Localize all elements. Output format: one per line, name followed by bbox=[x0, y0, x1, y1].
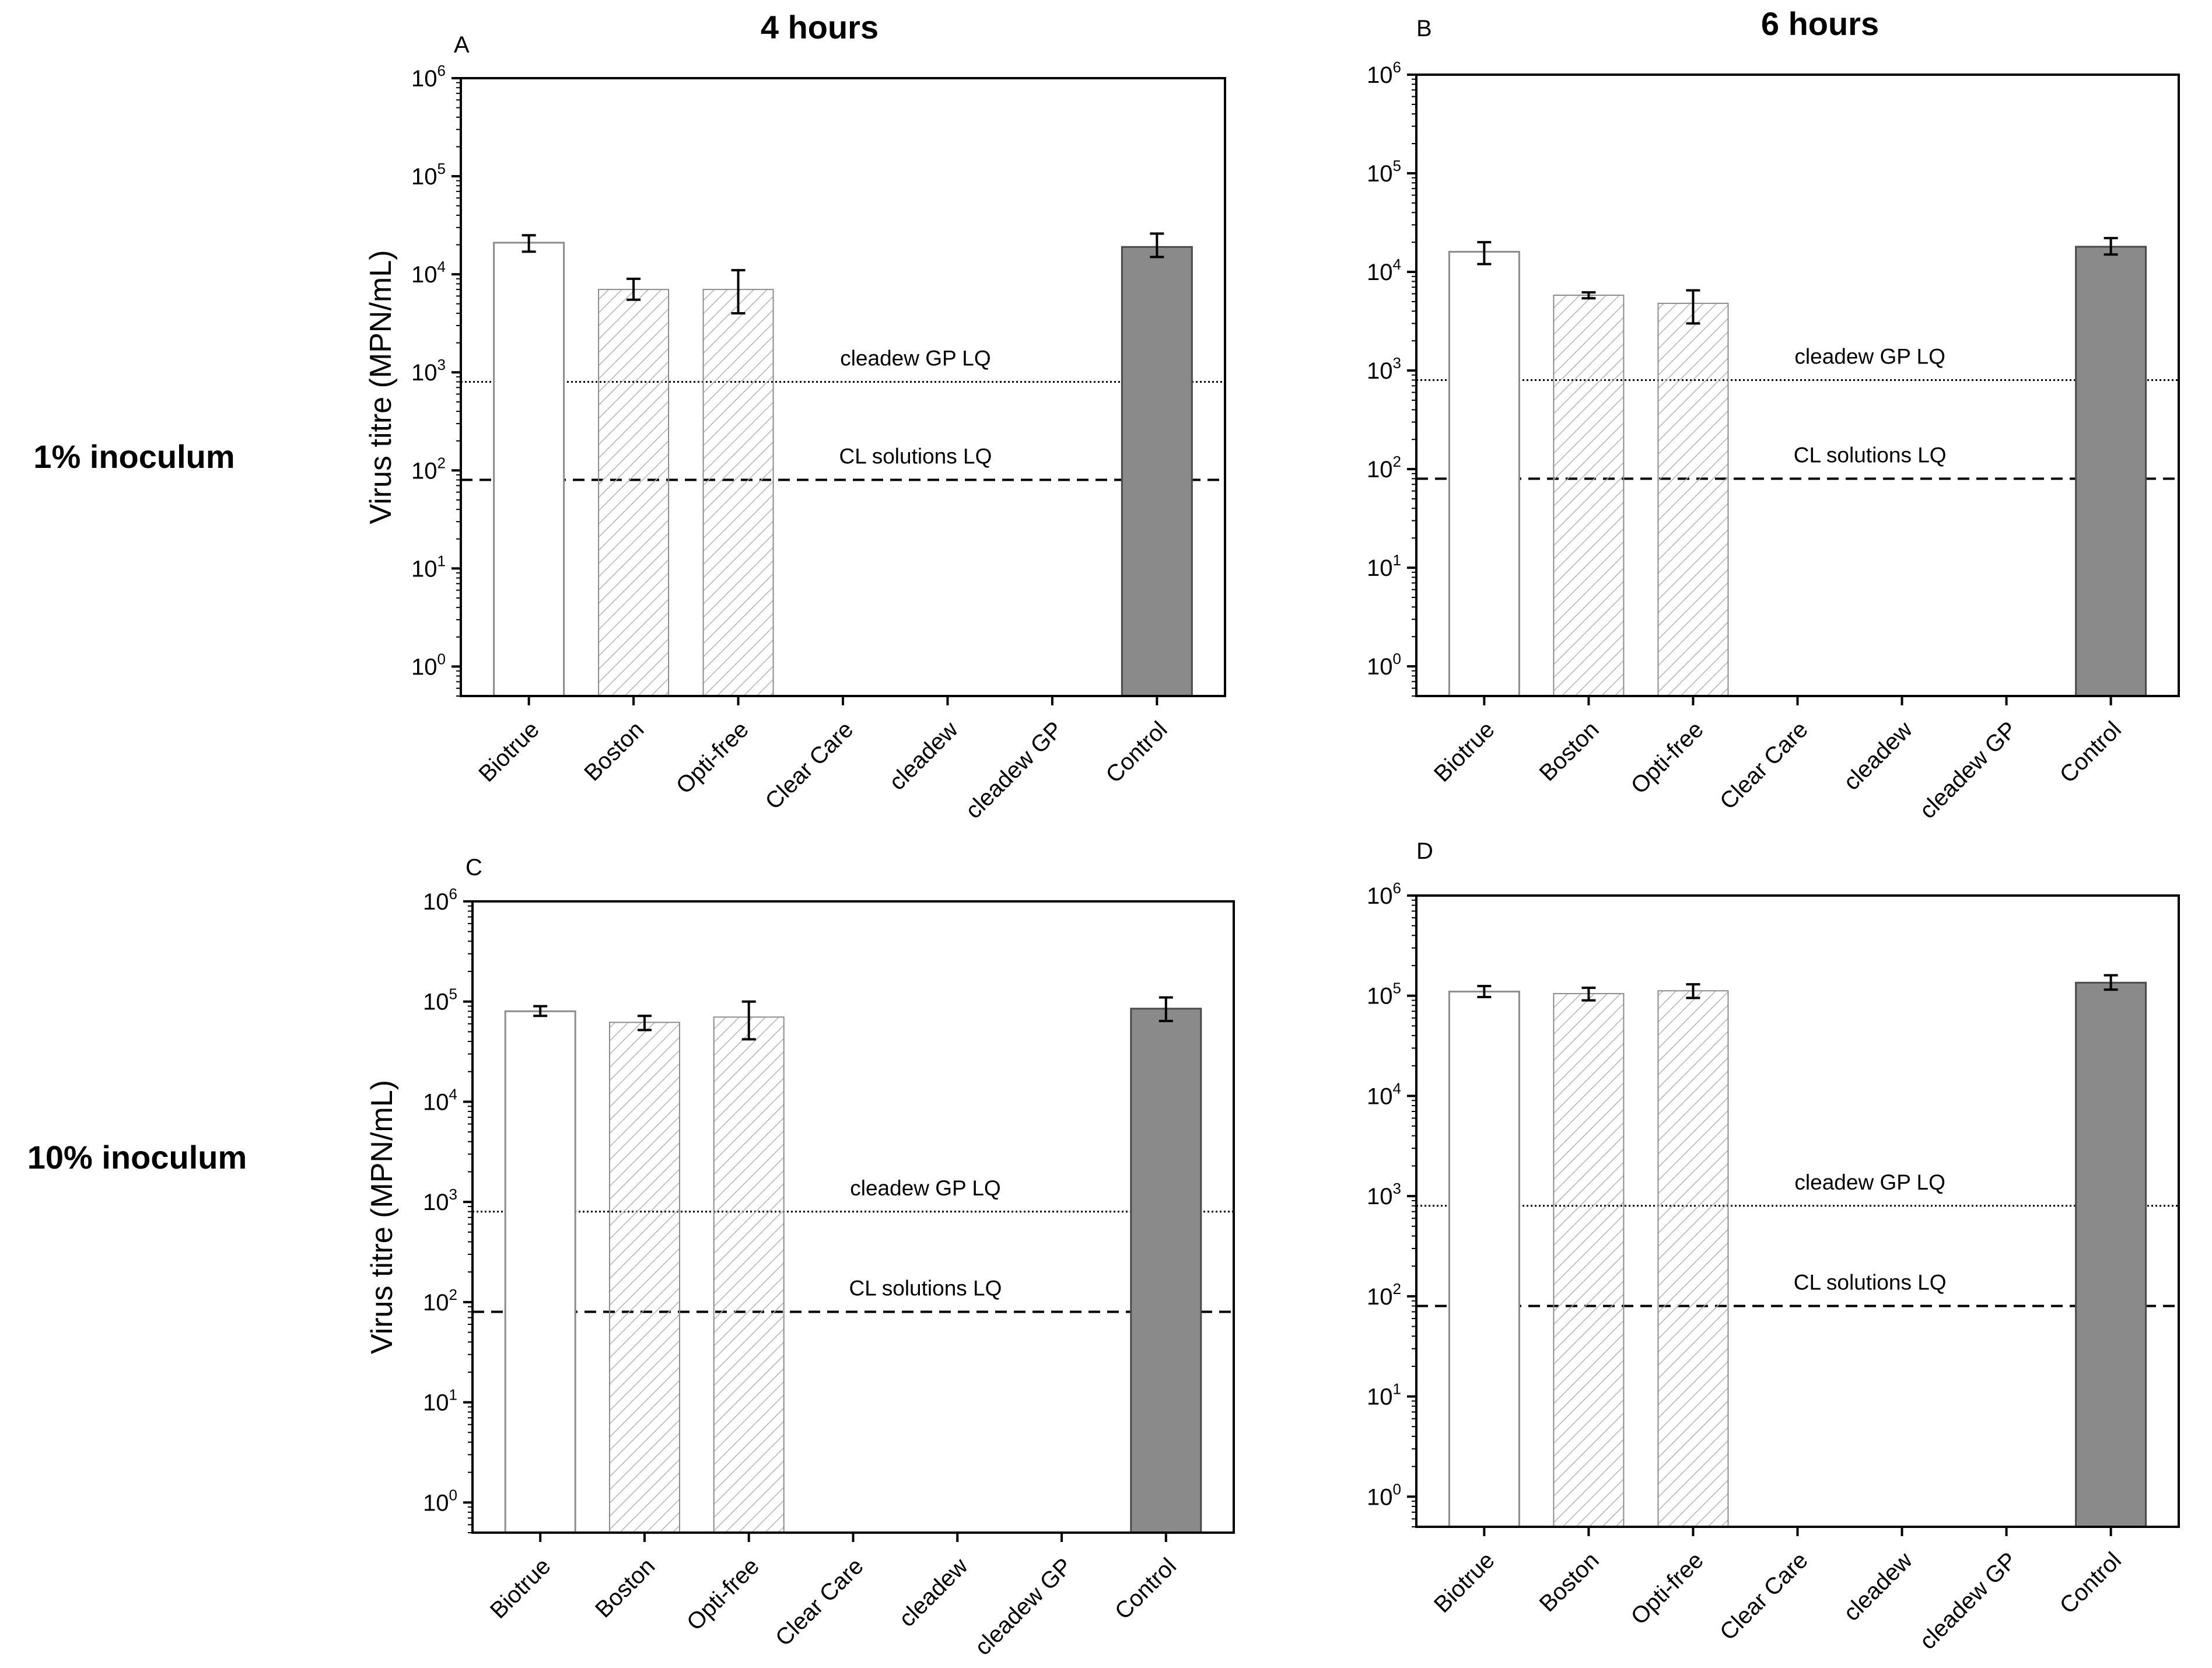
x-tick-label-opti-free: Opti-free bbox=[1626, 1547, 1709, 1629]
x-tick-label-cleadew-gp: cleadew GP bbox=[970, 1553, 1077, 1660]
y-tick-label: 100 bbox=[1367, 650, 1401, 680]
plot-frame bbox=[1415, 894, 2180, 1528]
x-tick-label-cleadew: cleadew bbox=[1839, 1547, 1917, 1626]
row-label-1-percent-inoculum: 1% inoculum bbox=[33, 438, 235, 475]
panel-letter: A bbox=[454, 32, 470, 58]
y-tick-label: 104 bbox=[411, 258, 446, 288]
column-title-6-hours: 6 hours bbox=[1761, 5, 1879, 42]
y-tick-label: 106 bbox=[423, 885, 457, 915]
y-tick-label: 105 bbox=[423, 985, 457, 1015]
bar-biotrue bbox=[493, 242, 565, 697]
y-tick-label: 103 bbox=[1367, 354, 1401, 384]
y-tick-label: 103 bbox=[423, 1186, 457, 1215]
x-tick-label-clear-care: Clear Care bbox=[1715, 716, 1813, 814]
reference-label-cl-solutions-lq: CL solutions LQ bbox=[1794, 443, 1947, 467]
reference-label-cl-solutions-lq: CL solutions LQ bbox=[1794, 1271, 1947, 1295]
x-tick-label-cleadew: cleadew bbox=[1839, 716, 1917, 795]
x-tick-label-clear-care: Clear Care bbox=[771, 1553, 869, 1651]
y-tick-label: 102 bbox=[423, 1286, 457, 1316]
x-tick-label-boston: Boston bbox=[590, 1553, 660, 1622]
panel-letter: B bbox=[1416, 16, 1432, 41]
bar-control bbox=[2075, 981, 2147, 1528]
y-tick-label: 104 bbox=[1367, 256, 1401, 285]
y-tick-label: 102 bbox=[411, 454, 446, 484]
x-tick-label-cleadew-gp: cleadew GP bbox=[1915, 716, 2022, 824]
y-tick-label: 102 bbox=[1367, 453, 1401, 482]
y-tick-label: 101 bbox=[411, 552, 446, 582]
x-tick-label-boston: Boston bbox=[1535, 716, 1604, 786]
y-tick-label: 104 bbox=[423, 1085, 457, 1115]
x-tick-label-control: Control bbox=[1101, 716, 1172, 788]
reference-label-cleadew-gp-lq: cleadew GP LQ bbox=[1794, 1170, 1945, 1194]
y-tick-label: 100 bbox=[411, 650, 446, 680]
panel-letter: D bbox=[1416, 838, 1433, 864]
x-tick-label-cleadew: cleadew bbox=[884, 716, 963, 795]
reference-label-cl-solutions-lq: CL solutions LQ bbox=[849, 1277, 1002, 1300]
y-tick-label: 106 bbox=[1367, 58, 1401, 88]
panel-letter: C bbox=[466, 855, 482, 880]
x-tick-label-control: Control bbox=[1110, 1553, 1181, 1624]
x-tick-label-opti-free: Opti-free bbox=[671, 716, 754, 799]
bar-opti-free bbox=[1657, 990, 1729, 1527]
bar-biotrue bbox=[504, 1010, 576, 1534]
bar-control bbox=[1130, 1008, 1202, 1534]
x-tick-label-biotrue: Biotrue bbox=[1429, 716, 1500, 787]
x-tick-label-opti-free: Opti-free bbox=[682, 1553, 764, 1635]
bar-control bbox=[2075, 246, 2147, 697]
bar-boston bbox=[608, 1022, 680, 1533]
plot-frame bbox=[471, 900, 1235, 1534]
x-tick-label-control: Control bbox=[2055, 1547, 2126, 1618]
plot-frame bbox=[460, 77, 1226, 697]
reference-label-cleadew-gp-lq: cleadew GP LQ bbox=[840, 346, 991, 370]
bar-boston bbox=[1553, 993, 1625, 1527]
x-tick-label-clear-care: Clear Care bbox=[760, 716, 858, 814]
y-tick-label: 101 bbox=[1367, 1380, 1401, 1410]
column-title-4-hours: 4 hours bbox=[761, 9, 878, 46]
y-axis-label: Virus titre (MPN/mL) bbox=[364, 250, 398, 524]
plot-frame bbox=[1415, 74, 2180, 697]
reference-label-cleadew-gp-lq: cleadew GP LQ bbox=[1794, 344, 1945, 368]
bar-opti-free bbox=[702, 289, 774, 697]
x-tick-label-cleadew: cleadew bbox=[894, 1553, 973, 1632]
x-tick-label-biotrue: Biotrue bbox=[474, 716, 544, 787]
y-tick-label: 104 bbox=[1367, 1079, 1401, 1109]
y-tick-label: 102 bbox=[1367, 1280, 1401, 1310]
x-tick-label-clear-care: Clear Care bbox=[1715, 1547, 1813, 1645]
x-tick-label-biotrue: Biotrue bbox=[1429, 1547, 1500, 1618]
x-tick-label-boston: Boston bbox=[1535, 1547, 1604, 1617]
bar-opti-free bbox=[713, 1016, 785, 1533]
x-tick-label-boston: Boston bbox=[579, 716, 649, 786]
row-label-10-percent-inoculum: 10% inoculum bbox=[27, 1139, 247, 1176]
x-tick-label-cleadew-gp: cleadew GP bbox=[1915, 1547, 2022, 1655]
y-axis-label: Virus titre (MPN/mL) bbox=[365, 1080, 399, 1354]
bar-opti-free bbox=[1657, 302, 1729, 697]
y-tick-label: 100 bbox=[1367, 1480, 1401, 1510]
y-tick-label: 100 bbox=[423, 1486, 457, 1516]
x-tick-label-cleadew-gp: cleadew GP bbox=[961, 716, 1068, 824]
bar-boston bbox=[1553, 295, 1625, 697]
reference-label-cleadew-gp-lq: cleadew GP LQ bbox=[850, 1176, 1000, 1200]
y-tick-label: 105 bbox=[1367, 157, 1401, 187]
x-tick-label-opti-free: Opti-free bbox=[1626, 716, 1709, 799]
x-tick-label-biotrue: Biotrue bbox=[485, 1553, 556, 1624]
bar-biotrue bbox=[1448, 991, 1520, 1528]
bar-boston bbox=[598, 289, 670, 697]
reference-label-cl-solutions-lq: CL solutions LQ bbox=[839, 445, 992, 468]
y-tick-label: 106 bbox=[1367, 879, 1401, 909]
x-tick-label-control: Control bbox=[2055, 716, 2126, 788]
bar-biotrue bbox=[1448, 251, 1520, 697]
bar-control bbox=[1121, 246, 1193, 697]
y-tick-label: 105 bbox=[1367, 980, 1401, 1009]
y-tick-label: 105 bbox=[411, 160, 446, 190]
y-tick-label: 106 bbox=[411, 62, 446, 92]
y-tick-label: 103 bbox=[1367, 1180, 1401, 1209]
y-tick-label: 103 bbox=[411, 356, 446, 386]
y-tick-label: 101 bbox=[1367, 551, 1401, 581]
y-tick-label: 101 bbox=[423, 1386, 457, 1416]
